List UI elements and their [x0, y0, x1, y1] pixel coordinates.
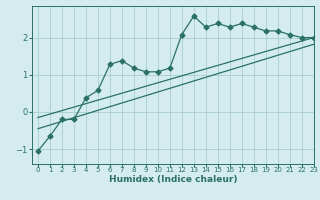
X-axis label: Humidex (Indice chaleur): Humidex (Indice chaleur) — [108, 175, 237, 184]
